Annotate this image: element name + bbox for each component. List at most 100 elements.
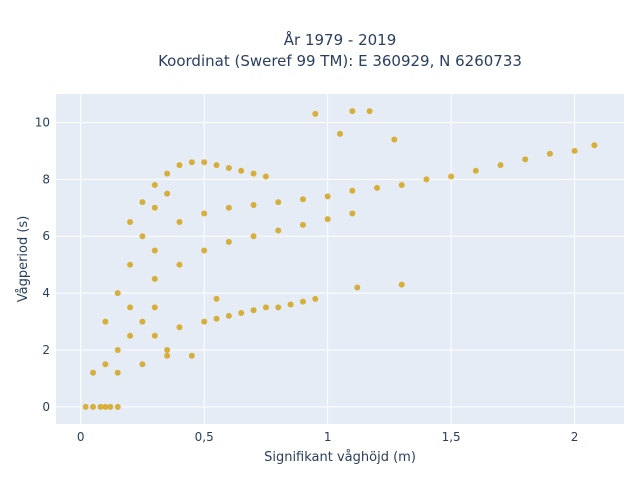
scatter-point: [250, 307, 257, 314]
x-tick-label: 0: [77, 430, 85, 444]
scatter-point: [337, 130, 343, 137]
scatter-point: [151, 204, 158, 211]
scatter-point: [139, 233, 146, 240]
scatter-point: [299, 298, 306, 305]
y-tick-label: 4: [42, 286, 50, 300]
scatter-point: [102, 403, 109, 410]
y-tick-label: 8: [42, 172, 50, 186]
scatter-point: [213, 162, 220, 169]
x-tick-label: 1: [324, 430, 332, 444]
scatter-point: [324, 193, 331, 200]
scatter-point: [354, 284, 361, 291]
scatter-point: [139, 318, 146, 325]
scatter-point: [176, 219, 183, 226]
scatter-point: [82, 403, 89, 410]
scatter-point: [164, 352, 171, 359]
scatter-point: [225, 238, 232, 245]
scatter-point: [151, 247, 158, 254]
scatter-point: [349, 108, 356, 115]
scatter-point: [591, 142, 598, 149]
y-tick-label: 6: [42, 229, 50, 243]
scatter-point: [522, 156, 529, 163]
y-tick-labels: 0 2 4 6 8 10: [35, 115, 50, 413]
scatter-point: [312, 295, 319, 302]
scatter-point: [250, 233, 257, 240]
scatter-point: [114, 290, 121, 297]
scatter-points: [82, 108, 598, 410]
scatter-point: [287, 301, 294, 308]
scatter-point: [97, 403, 104, 410]
scatter-point: [114, 369, 121, 376]
plot-area: [56, 94, 624, 424]
scatter-point: [176, 261, 183, 268]
scatter-point: [151, 332, 158, 339]
scatter-point: [324, 216, 331, 223]
scatter-point: [366, 108, 373, 115]
scatter-point: [114, 347, 121, 354]
scatter-point: [349, 187, 356, 194]
scatter-point: [139, 199, 146, 206]
scatter-point: [391, 136, 398, 143]
scatter-point: [164, 347, 171, 354]
scatter-point: [127, 304, 134, 311]
x-tick-label: 0,5: [195, 430, 214, 444]
scatter-point: [262, 304, 269, 311]
y-axis-title: Vågperiod (s): [16, 216, 31, 303]
scatter-point: [497, 162, 504, 169]
scatter-point: [201, 318, 208, 325]
scatter-point: [374, 184, 381, 191]
scatter-point: [349, 210, 356, 217]
scatter-point: [201, 210, 208, 217]
scatter-point: [107, 403, 114, 410]
scatter-point: [238, 310, 245, 317]
scatter-point: [571, 147, 578, 154]
scatter-point: [472, 167, 479, 174]
scatter-point: [164, 170, 171, 177]
y-tick-label: 2: [42, 343, 50, 357]
scatter-point: [546, 150, 553, 157]
chart-title-line-2: Koordinat (Sweref 99 TM): E 360929, N 62…: [158, 52, 522, 70]
scatter-point: [398, 281, 405, 288]
scatter-point: [151, 275, 158, 282]
scatter-point: [238, 167, 245, 174]
x-tick-label: 1,5: [442, 430, 461, 444]
scatter-point: [225, 164, 232, 171]
scatter-point: [127, 219, 134, 226]
scatter-point: [90, 369, 97, 376]
scatter-point: [250, 201, 257, 208]
scatter-point: [127, 332, 134, 339]
scatter-point: [275, 304, 282, 311]
scatter-point: [151, 304, 158, 311]
x-tick-label: 2: [571, 430, 579, 444]
scatter-point: [127, 261, 134, 268]
scatter-point: [201, 247, 208, 254]
scatter-point: [275, 227, 282, 234]
scatter-point: [225, 312, 232, 319]
scatter-point: [312, 110, 319, 117]
scatter-point: [102, 361, 109, 368]
y-gridlines: [56, 121, 624, 408]
scatter-point: [423, 176, 430, 183]
scatter-point: [164, 190, 171, 197]
scatter-point: [176, 324, 183, 331]
scatter-point: [213, 295, 220, 302]
scatter-point: [250, 170, 257, 177]
scatter-point: [188, 159, 195, 166]
scatter-point: [102, 318, 109, 325]
scatter-point: [201, 159, 208, 166]
scatter-point: [151, 182, 158, 189]
x-axis-title: Signifikant våghöjd (m): [264, 450, 416, 465]
scatter-point: [188, 352, 195, 359]
scatter-point: [448, 173, 455, 180]
scatter-point: [90, 403, 97, 410]
y-tick-label: 10: [35, 115, 50, 129]
scatter-point: [139, 361, 146, 368]
scatter-point: [398, 182, 405, 189]
y-tick-label: 0: [42, 400, 50, 414]
x-tick-labels: 0 0,5 1 1,5 2: [77, 430, 579, 444]
scatter-point: [262, 173, 269, 180]
chart-title-line-1: År 1979 - 2019: [284, 30, 397, 49]
scatter-point: [299, 221, 306, 228]
